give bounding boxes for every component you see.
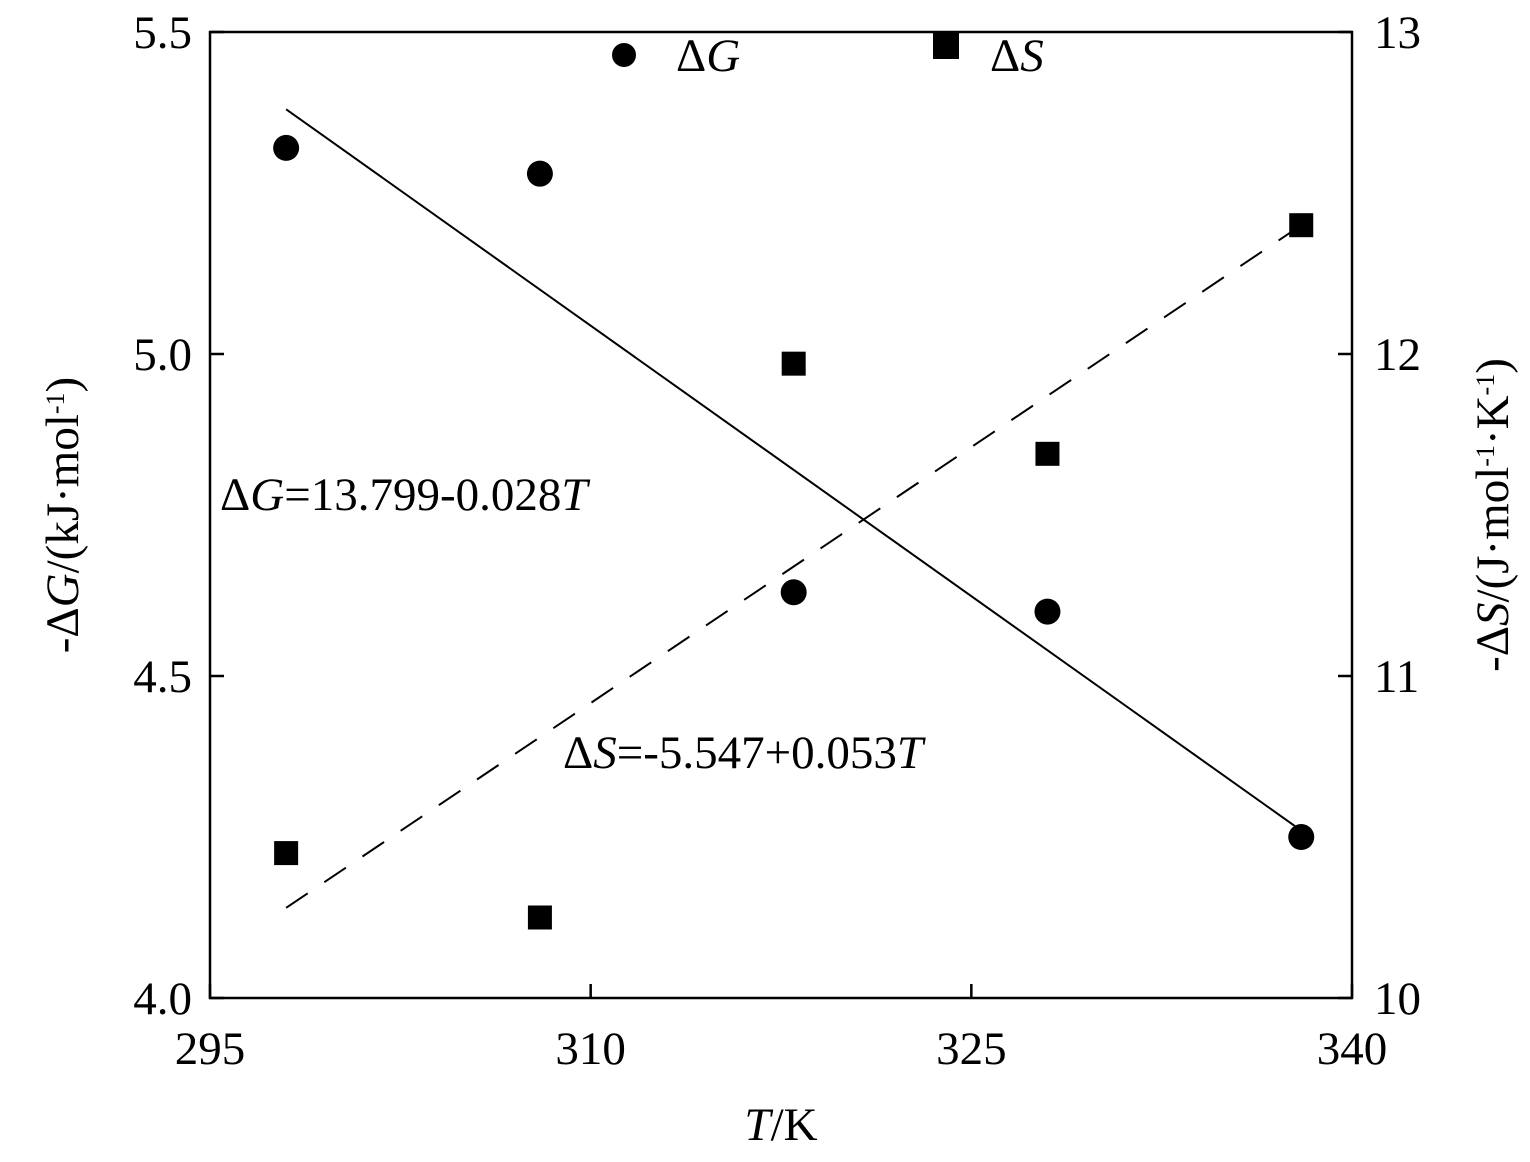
y-right-tick-label: 11 <box>1374 651 1419 703</box>
legend-marker-dg <box>612 43 636 67</box>
x-tick-label: 295 <box>175 1023 246 1075</box>
y-right-tick-label: 13 <box>1374 7 1421 59</box>
y-left-tick-label: 5.5 <box>133 7 192 59</box>
fit-line-ds <box>285 224 1302 909</box>
ds-point <box>527 905 552 930</box>
y-right-tick-label: 12 <box>1374 329 1421 381</box>
legend: ΔG ΔS <box>612 30 1044 82</box>
legend-label-ds: ΔS <box>990 30 1044 82</box>
ds-point <box>1035 441 1060 466</box>
annotation-ds-equation: ΔS=-5.547+0.053T <box>563 727 926 779</box>
y-left-tick-label: 5.0 <box>133 329 192 381</box>
tick-labels: 295 310 325 340 4.0 4.5 5.0 5.5 10 11 12 13 <box>133 7 1421 1075</box>
ticks <box>208 30 1354 1000</box>
x-axis-label: T/K <box>744 1099 817 1151</box>
x-tick-label: 310 <box>555 1023 626 1075</box>
y-right-tick-label: 10 <box>1374 973 1421 1025</box>
data-markers <box>273 134 1315 930</box>
fit-line-dg <box>285 108 1302 832</box>
y-left-tick-label: 4.5 <box>133 651 192 703</box>
dg-point <box>273 134 300 161</box>
ds-point <box>1289 213 1314 238</box>
annotation-dg-equation: ΔG=13.799-0.028T <box>220 469 590 521</box>
ds-point <box>274 841 299 866</box>
y-left-tick-label: 4.0 <box>133 973 192 1025</box>
dg-point <box>526 160 553 187</box>
legend-marker-ds <box>933 33 959 59</box>
y-axis-left-label: -ΔG/(kJ·mol-1) <box>37 377 89 653</box>
x-tick-label: 325 <box>936 1023 1007 1075</box>
dg-point <box>780 579 807 606</box>
x-tick-label: 340 <box>1317 1023 1388 1075</box>
dg-point <box>1034 598 1061 625</box>
dg-point <box>1288 824 1315 850</box>
y-axis-right-label: -ΔS/(J·mol-1·K-1) <box>1467 358 1519 672</box>
fit-lines <box>285 108 1302 909</box>
plot-frame <box>208 30 1354 1000</box>
ds-point <box>781 351 806 376</box>
legend-label-dg: ΔG <box>676 30 740 82</box>
